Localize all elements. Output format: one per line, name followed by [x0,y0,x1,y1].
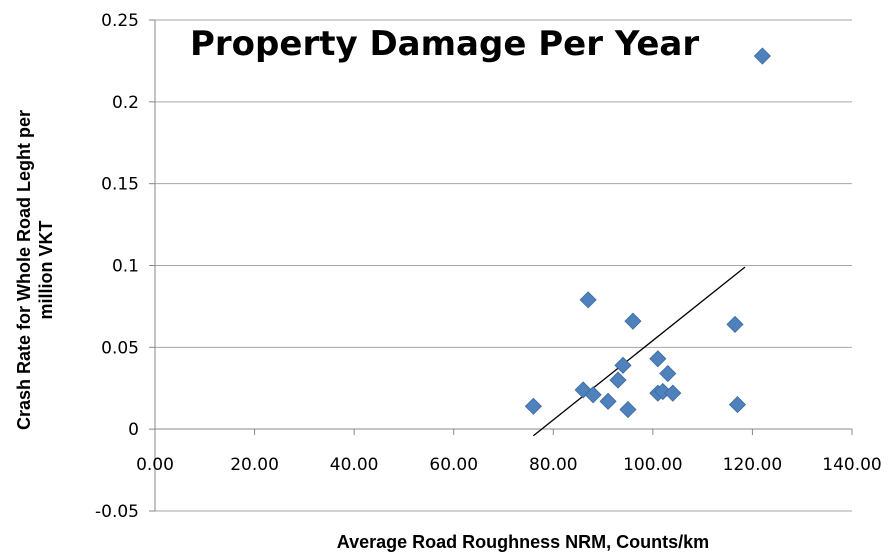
data-point [649,350,667,368]
data-points [524,47,771,419]
data-point [753,47,771,65]
x-tick-label: 80.00 [529,455,578,475]
x-tick-label: 100.00 [623,455,682,475]
x-tick-label: 0.00 [136,455,174,475]
data-point [579,291,597,309]
y-tick-label: -0.05 [95,502,139,522]
y-axis-title-line-1: Crash Rate for Whole Road Leght per [14,110,34,430]
trendline-group [532,266,746,437]
x-tick-label: 40.00 [330,455,379,475]
data-point [624,312,642,330]
y-tick-label: 0.2 [112,93,139,113]
y-tick-label: 0.25 [101,11,139,31]
y-tick-label: 0.1 [112,257,139,277]
data-point [728,396,747,414]
data-point [609,371,627,389]
data-point [664,384,682,402]
x-tick-label: 140.00 [822,455,881,475]
data-point [726,315,744,333]
y-tick-label: 0 [128,420,139,440]
x-axis-title: Average Road Roughness NRM, Counts/km [337,532,709,552]
data-point [524,397,542,415]
y-tick-label: 0.15 [101,175,139,195]
trendline [532,266,746,437]
y-tick-labels: -0.05 0 0.05 0.1 0.15 0.2 0.25 [95,11,139,522]
data-point [584,386,602,404]
data-point [614,356,632,374]
data-point [619,400,637,419]
x-tick-labels: 0.00 20.00 40.00 60.00 80.00 100.00 120.00 140.… [136,455,882,475]
x-tick-label: 60.00 [429,455,478,475]
axes [149,19,853,512]
data-point [659,364,677,383]
y-axis-title-line-2: million VKT [36,220,56,319]
data-point [599,392,617,410]
x-tick-label: 20.00 [230,455,279,475]
y-axis-title: Crash Rate for Whole Road Leght per mill… [14,110,56,430]
y-tick-label: 0.05 [101,338,139,358]
gridlines [155,19,852,512]
x-tick-label: 120.00 [723,455,782,475]
chart-title: Property Damage Per Year [190,24,699,64]
